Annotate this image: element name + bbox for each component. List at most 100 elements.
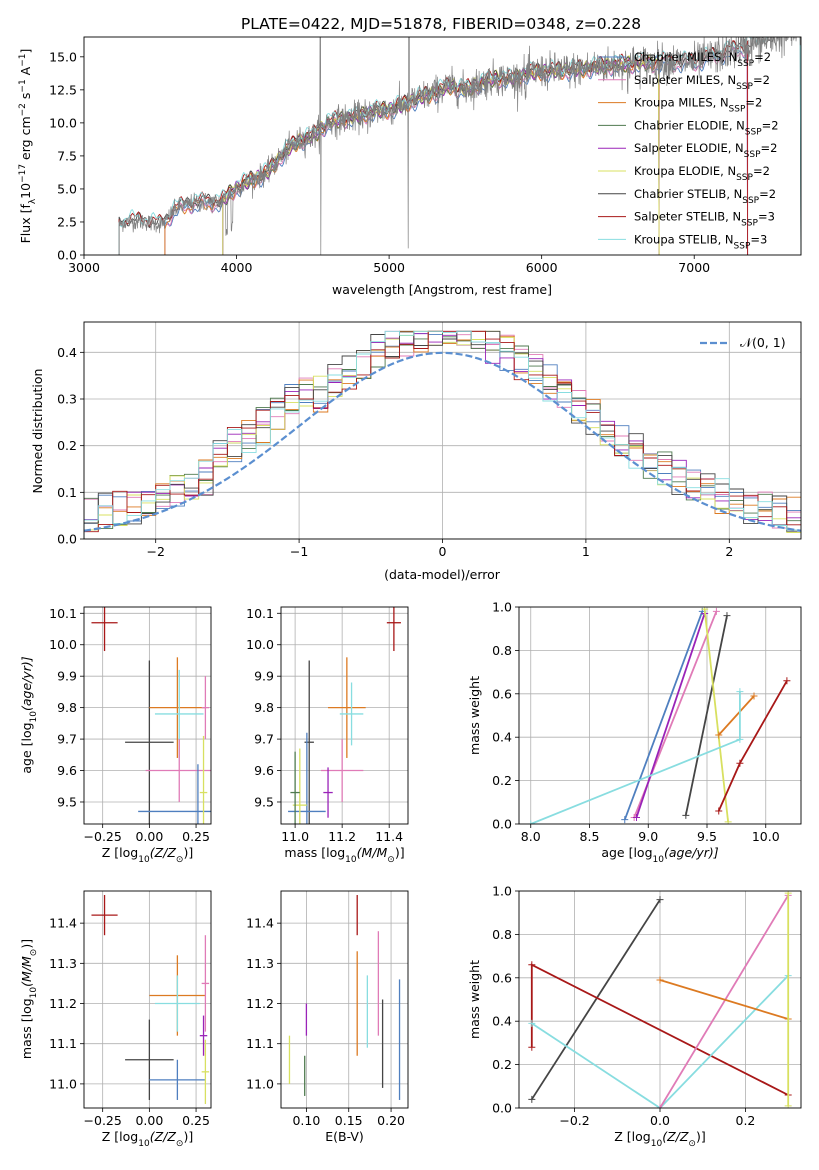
- y-tick-label: 9.8: [57, 700, 77, 715]
- legend-entry-part: Salpeter STELIB, N: [634, 210, 741, 224]
- x-axis-label-part: ⊙: [387, 855, 395, 865]
- plot-area: [519, 891, 801, 1108]
- legend-entry-part: Chabrier ELODIE, N: [634, 118, 745, 132]
- point-marker: [784, 1102, 792, 1108]
- legend-entry-part: =2: [745, 96, 762, 110]
- model-spectrum-line: [118, 37, 801, 255]
- x-axis-label-part: E(B-V): [325, 1129, 364, 1144]
- x-tick-label: 2: [725, 544, 733, 559]
- point-marker: [736, 688, 744, 696]
- plot-area: [84, 322, 801, 539]
- x-tick-label: −0.25: [84, 1113, 122, 1128]
- y-tick-label: 0.2: [492, 773, 512, 788]
- y-tick-label: 0.4: [492, 1014, 512, 1029]
- x-axis-label-part: Z [log: [614, 1129, 650, 1144]
- x-axis-label: Z [log10(Z/Z⊙)]: [102, 1129, 193, 1149]
- error-bar-point: [199, 735, 208, 824]
- y-tick-label: 1.0: [492, 884, 512, 899]
- x-tick-label: 8.5: [580, 829, 600, 844]
- x-tick-label: 11.4: [375, 829, 403, 844]
- y-tick-label: 11.2: [49, 996, 77, 1011]
- axes-frame: [518, 606, 802, 825]
- legend-entry-part: =2: [753, 164, 770, 178]
- x-axis-label-part: )]: [395, 845, 405, 860]
- x-tick-label: 7000: [678, 260, 710, 275]
- weight-line: [718, 695, 755, 736]
- error-bar-point: [91, 895, 118, 936]
- y-tick-label: 10.1: [49, 606, 77, 621]
- point-marker: [528, 1095, 536, 1103]
- point-marker: [656, 976, 664, 984]
- y-axis-label-part: ]: [18, 49, 33, 54]
- x-tick-label: 0.20: [377, 1113, 405, 1128]
- y-tick-label: 10.0: [49, 115, 77, 130]
- legend-entry-part: =3: [750, 232, 767, 246]
- axes-frame: [83, 321, 802, 540]
- point-marker: [527, 820, 535, 824]
- legend-entry-part: =3: [758, 210, 775, 224]
- error-bar-point: [149, 657, 206, 758]
- error-bar-point: [386, 607, 401, 652]
- point-marker: [656, 1104, 664, 1108]
- x-tick-label: 9.0: [638, 829, 658, 844]
- y-axis-label-part: )]: [19, 939, 34, 949]
- weight-line: [531, 974, 789, 1108]
- x-tick-label: 0.15: [335, 1113, 363, 1128]
- legend-entry-part: Chabrier MILES, N: [634, 50, 737, 64]
- x-tick-label: 0.25: [182, 1113, 210, 1128]
- x-tick-label: 0.0: [650, 1113, 670, 1128]
- legend-entry-part: SSP: [745, 127, 762, 137]
- x-axis-label-part: 10: [138, 855, 150, 865]
- x-axis-label-part: 10: [651, 1139, 663, 1149]
- y-tick-label: 11.4: [49, 916, 77, 931]
- x-axis-label: mass [log10(M/M⊙)]: [284, 845, 404, 865]
- y-tick-label: 11.0: [49, 1076, 77, 1091]
- x-axis-label-part: age [log: [601, 845, 652, 860]
- y-axis-label-part: −2: [18, 103, 28, 116]
- x-tick-label: 8.0: [521, 829, 541, 844]
- error-bar-point: [138, 764, 211, 824]
- normal-curve: [84, 351, 801, 532]
- histogram-step: [84, 330, 801, 539]
- point-marker: [736, 735, 744, 743]
- legend-entry-part: SSP: [741, 219, 758, 229]
- weight-line: [684, 615, 728, 816]
- y-axis-label: mass [log10(M/M⊙)]: [19, 939, 39, 1059]
- legend-entry-part: SSP: [736, 82, 753, 92]
- y-axis-label-part: (M/M: [19, 956, 34, 987]
- y-axis-label-part: (age/yr)]: [19, 656, 34, 711]
- legend-entry: 𝒩(0, 1): [740, 335, 786, 350]
- axes-frame: [83, 36, 802, 256]
- y-axis-label: mass weight: [467, 676, 482, 755]
- legend-entry: Kroupa MILES, NSSP=2: [634, 96, 762, 115]
- y-tick-label: 11.2: [246, 996, 274, 1011]
- y-tick-label: 9.7: [57, 732, 77, 747]
- y-tick-label: 0.8: [492, 643, 512, 658]
- x-axis-label-part: 10: [345, 855, 357, 865]
- y-axis-label-part: −17: [18, 164, 28, 183]
- error-bar-point: [304, 660, 314, 824]
- legend-entry-part: SSP: [736, 173, 753, 183]
- legend-entry-part: Kroupa ELODIE, N: [634, 164, 736, 178]
- x-tick-label: 5000: [373, 260, 405, 275]
- y-tick-label: 0.0: [57, 532, 77, 547]
- y-axis-label-part: −1: [18, 54, 28, 67]
- axes-frame: [83, 606, 212, 825]
- y-tick-label: 0.8: [492, 927, 512, 942]
- x-axis-label-part: (age/yr)]: [664, 845, 719, 860]
- legend-entry-part: Kroupa STELIB, N: [634, 232, 734, 246]
- x-axis-label-part: mass [log: [284, 845, 345, 860]
- y-tick-label: 15.0: [49, 49, 77, 64]
- y-axis-label-part: 10: [29, 987, 39, 999]
- y-tick-label: 0.2: [492, 1057, 512, 1072]
- point-marker: [682, 811, 690, 819]
- error-bar-point: [125, 1019, 174, 1100]
- x-axis-label-part: (Z/Z: [150, 1129, 177, 1144]
- y-tick-label: 9.8: [254, 700, 274, 715]
- error-bar-point: [201, 1039, 210, 1104]
- y-tick-label: 12.5: [49, 82, 77, 97]
- y-tick-label: 0.3: [57, 392, 77, 407]
- y-tick-label: 0.6: [492, 970, 512, 985]
- x-tick-label: −1: [290, 544, 308, 559]
- point-marker: [528, 1019, 536, 1027]
